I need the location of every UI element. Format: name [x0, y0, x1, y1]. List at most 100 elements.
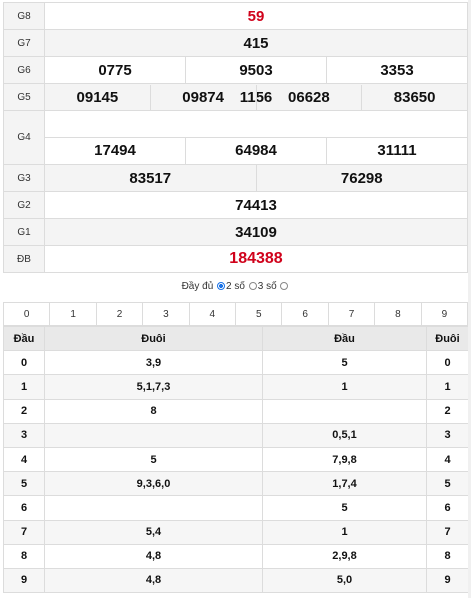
- loto-cell-dau: 2: [3, 398, 45, 424]
- option-full-label[interactable]: Đầy đủ: [181, 281, 214, 292]
- loto-cell-dau: 0: [3, 350, 45, 376]
- prize-number: 06628: [255, 84, 362, 111]
- loto-cell-duoi: 8: [426, 543, 469, 569]
- loto-cell-duoi-list: 5: [44, 446, 263, 473]
- prize-number: 0775: [98, 61, 132, 79]
- loto-cell-duoi: 0: [426, 350, 469, 376]
- loto-cell-duoi: 9: [426, 567, 469, 594]
- column-header-duoi: Đuôi: [426, 325, 469, 352]
- prize-number: 415: [44, 29, 468, 57]
- loto-cell-dau-list: 1: [262, 519, 427, 545]
- prize-label: G7: [3, 29, 45, 57]
- prize-row-g1: G1 34109: [3, 218, 468, 246]
- prize-row-g6: G6 0775 9503 3353: [3, 56, 468, 84]
- digit-filter-4[interactable]: 4: [188, 303, 235, 325]
- prize-label: G1: [3, 218, 45, 246]
- loto-cell-duoi-list: 3,9: [44, 350, 263, 376]
- loto-cell-dau-list: 0,5,1: [262, 422, 427, 448]
- prize-row-g3: G3 83517 76298: [3, 164, 468, 192]
- prize-row-g2: G2 74413: [3, 191, 468, 219]
- column-header-dau: Đầu: [3, 325, 45, 352]
- option-two-label[interactable]: 2 số: [226, 281, 245, 292]
- loto-cell-dau-list: 7,9,8: [262, 446, 427, 473]
- table-row: 3 0,5,1 3: [3, 422, 469, 448]
- loto-cell-dau: 6: [3, 495, 45, 521]
- loto-cell-duoi: 2: [426, 398, 469, 424]
- radio-two-digits[interactable]: [217, 282, 226, 290]
- radio-extra[interactable]: [280, 282, 289, 290]
- digit-filter-7[interactable]: 7: [327, 303, 374, 325]
- column-header-dau: Đầu: [262, 325, 427, 352]
- prize-number: 34109: [44, 218, 468, 246]
- digit-filter-bar: 0 1 2 3 4 5 6 7 8 9: [3, 302, 468, 326]
- digit-filter-9[interactable]: 9: [420, 303, 467, 325]
- prize-label: G6: [3, 56, 45, 84]
- loto-cell-duoi-list: 4,8: [44, 567, 263, 594]
- loto-cell-duoi-list: 5,4: [44, 519, 263, 545]
- loto-cell-duoi-list: 5,1,7,3: [44, 374, 263, 400]
- prize-row-g4: G4 09145 09874 06628 83650 17494 64984 3…: [3, 84, 468, 165]
- prize-number: 09145: [76, 89, 119, 106]
- loto-cell-duoi: 4: [426, 446, 469, 473]
- table-row: 4 5 7,9,8 4: [3, 446, 469, 473]
- loto-cell-duoi-list: 8: [44, 398, 263, 424]
- loto-cell-dau: 7: [3, 519, 45, 545]
- loto-cell-dau: 1: [3, 374, 45, 400]
- special-prize-number: 184388: [44, 245, 468, 273]
- loto-cell-duoi-list: [44, 495, 263, 521]
- loto-cell-dau-list: [262, 398, 427, 424]
- prize-number: 09874: [149, 84, 256, 111]
- prize-label: ĐB: [3, 245, 45, 273]
- prize-label: G8: [3, 2, 45, 30]
- loto-cell-duoi-list: 9,3,6,0: [44, 471, 263, 497]
- table-row: 7 5,4 1 7: [3, 519, 469, 545]
- table-row: 0 3,9 5 0: [3, 350, 469, 376]
- prize-number: 31111: [326, 137, 467, 164]
- prize-number: 17494: [94, 142, 136, 159]
- prize-label: G2: [3, 191, 45, 219]
- results-table: G8 59 G7 415 G6 0775 9503 3353 G5 1156 G…: [3, 2, 468, 273]
- prize-row-db: ĐB 184388: [3, 245, 468, 273]
- digit-filter-0[interactable]: 0: [23, 308, 30, 320]
- loto-cell-duoi: 6: [426, 495, 469, 521]
- prize-number: 74413: [44, 191, 468, 219]
- loto-cell-duoi: 5: [426, 471, 469, 497]
- prize-row-g7: G7 415: [3, 29, 468, 57]
- table-row: 9 4,8 5,0 9: [3, 567, 469, 594]
- prize-label: G5: [3, 83, 45, 111]
- loto-cell-dau: 9: [3, 567, 45, 594]
- table-row: 8 4,8 2,9,8 8: [3, 543, 469, 569]
- loto-cell-dau: 5: [3, 471, 45, 497]
- prize-number: 64984: [185, 137, 326, 164]
- loto-cell-dau: 3: [3, 422, 45, 448]
- prize-label: G4: [3, 110, 45, 165]
- prize-number: 83650: [361, 84, 467, 111]
- digit-filter-2[interactable]: 2: [95, 303, 142, 325]
- display-options: Đầy đủ 2 số 3 số: [0, 281, 471, 292]
- prize-number: 76298: [255, 165, 468, 191]
- digit-filter-8[interactable]: 8: [374, 303, 420, 325]
- digit-filter-1[interactable]: 1: [49, 303, 95, 325]
- loto-cell-duoi: 1: [426, 374, 469, 400]
- prize-number: 9503: [185, 57, 326, 83]
- loto-cell-duoi-list: 4,8: [44, 543, 263, 569]
- loto-cell-dau-list: 5: [262, 495, 427, 521]
- table-row: 5 9,3,6,0 1,7,4 5: [3, 471, 469, 497]
- column-header-duoi: Đuôi: [44, 325, 263, 352]
- prize-number: 59: [44, 2, 468, 30]
- scrollbar[interactable]: [468, 0, 471, 598]
- prize-row-g8: G8 59: [3, 2, 468, 30]
- loto-cell-duoi: 3: [426, 422, 469, 448]
- prize-number: 3353: [326, 57, 467, 83]
- digit-filter-3[interactable]: 3: [142, 303, 188, 325]
- radio-three-digits[interactable]: [248, 282, 257, 290]
- digit-filter-5[interactable]: 5: [235, 303, 281, 325]
- digit-filter-6[interactable]: 6: [281, 303, 327, 325]
- prize-number: 83517: [129, 169, 172, 187]
- loto-cell-dau-list: 5: [262, 350, 427, 376]
- prize-label: G3: [3, 164, 45, 192]
- option-three-label[interactable]: 3 số: [257, 281, 277, 292]
- loto-header-row: Đầu Đuôi Đầu Đuôi: [3, 325, 469, 352]
